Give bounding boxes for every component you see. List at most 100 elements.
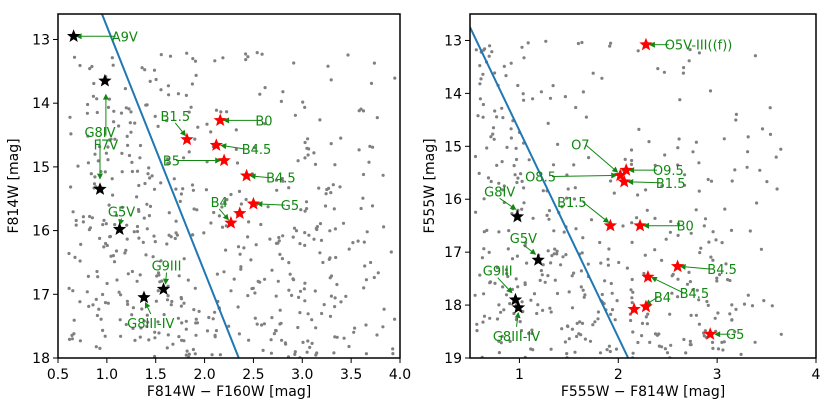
x-tick-label: 0.5	[47, 367, 69, 383]
background-point	[368, 144, 372, 148]
background-point	[156, 124, 160, 128]
background-point	[247, 220, 251, 224]
annotation-label: B1.5	[656, 177, 686, 192]
background-point	[177, 274, 181, 278]
background-point	[539, 269, 544, 273]
left-annotation-arrows	[75, 33, 285, 315]
x-tick-label: 3.0	[291, 367, 313, 383]
background-point	[130, 160, 134, 164]
background-point	[258, 92, 262, 96]
background-point	[509, 127, 513, 131]
background-point	[625, 266, 630, 270]
annotation-arrowhead	[714, 331, 721, 338]
background-point	[191, 57, 195, 61]
background-point	[474, 48, 478, 52]
background-point	[660, 184, 664, 188]
background-point	[516, 83, 520, 88]
background-point	[85, 111, 89, 115]
background-point	[87, 304, 91, 308]
background-point	[301, 340, 305, 344]
background-point	[115, 213, 119, 218]
background-point	[510, 287, 514, 291]
red-star-marker	[639, 37, 653, 51]
annotation-arrow	[255, 175, 271, 179]
background-point	[765, 180, 769, 184]
background-point	[307, 233, 311, 237]
background-point	[214, 108, 219, 112]
background-point	[715, 276, 719, 280]
background-point	[372, 61, 376, 65]
background-point	[381, 173, 385, 177]
background-point	[279, 99, 283, 103]
background-point	[653, 248, 657, 252]
background-point	[657, 344, 662, 348]
background-point	[303, 209, 307, 213]
background-point	[218, 353, 222, 357]
background-point	[138, 335, 142, 339]
background-point	[184, 319, 188, 323]
background-point	[584, 115, 589, 119]
background-point	[268, 237, 272, 241]
background-point	[127, 107, 131, 111]
black-star-marker	[508, 292, 523, 306]
background-point	[81, 220, 85, 224]
background-point	[142, 216, 146, 220]
background-point	[485, 146, 489, 150]
annotation-arrowhead	[529, 248, 537, 255]
background-point	[94, 345, 98, 349]
background-point	[280, 176, 284, 181]
background-point	[107, 97, 111, 101]
annotation-label: O8.5	[525, 171, 556, 186]
background-point	[126, 302, 130, 306]
background-point	[276, 241, 280, 245]
background-point	[508, 302, 512, 306]
red-star-marker	[224, 215, 238, 229]
background-point	[148, 204, 153, 208]
annotation-arrowhead	[220, 143, 227, 150]
background-point	[88, 214, 92, 219]
background-point	[500, 334, 504, 338]
background-point	[341, 221, 346, 225]
background-point	[280, 338, 284, 342]
background-point	[711, 346, 715, 350]
background-point	[473, 293, 477, 297]
background-point	[179, 304, 183, 308]
background-point	[303, 156, 307, 160]
background-point	[713, 316, 717, 320]
background-point	[645, 322, 650, 326]
background-point	[153, 114, 157, 118]
background-point	[653, 216, 657, 220]
background-point	[180, 338, 184, 342]
background-point	[689, 231, 693, 235]
background-point	[173, 236, 177, 241]
annotation-arrowhead	[179, 129, 186, 137]
background-point	[574, 227, 578, 231]
background-point	[140, 66, 144, 70]
background-point	[720, 340, 724, 344]
background-point	[96, 275, 100, 279]
background-point	[86, 274, 90, 278]
background-point	[184, 327, 188, 331]
background-point	[497, 351, 501, 355]
x-tick-label: 3.5	[340, 367, 362, 383]
background-point	[527, 331, 531, 336]
right-y-ticks: 13 14 15 16 17 18 19	[444, 33, 470, 367]
background-point	[154, 77, 158, 82]
y-tick-label: 16	[444, 192, 462, 208]
black-star-marker	[531, 253, 545, 266]
background-point	[334, 255, 338, 260]
background-point	[522, 201, 526, 205]
background-point	[500, 106, 504, 110]
background-point	[329, 191, 333, 195]
background-point	[96, 159, 100, 163]
background-point	[688, 339, 693, 343]
background-point	[137, 209, 141, 213]
background-point	[682, 66, 686, 70]
background-point	[186, 278, 190, 282]
annotation-arrowhead	[256, 201, 263, 208]
background-point	[123, 251, 127, 255]
background-point	[565, 352, 569, 356]
annotation-arrow	[582, 201, 606, 220]
background-point	[746, 150, 750, 154]
background-point	[579, 285, 583, 289]
